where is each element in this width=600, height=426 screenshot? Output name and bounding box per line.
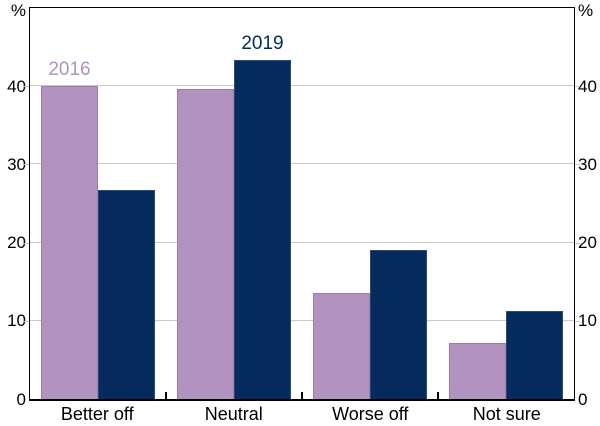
y-axis-unit-left: %: [10, 1, 26, 20]
y-tick-mark: [575, 320, 580, 322]
y-tick-mark: [24, 320, 29, 322]
y-tick-mark: [575, 242, 580, 244]
y-tick-label: 10: [7, 311, 26, 331]
y-tick-mark: [24, 86, 29, 88]
y-tick-label: 20: [578, 233, 597, 253]
x-category-label-neutral: Neutral: [204, 404, 263, 424]
bar-2019-worse-off: [370, 250, 427, 399]
y-tick-mark: [575, 86, 580, 88]
gridline: [30, 85, 574, 87]
y-tick-label: 10: [578, 311, 597, 331]
x-axis-tick: [301, 392, 303, 399]
x-category-label-worse-off: Worse off: [332, 404, 409, 424]
y-tick-label: 40: [7, 76, 26, 96]
y-tick-label: 0: [16, 389, 26, 409]
bar-2016-better-off: [41, 86, 98, 399]
gridline: [30, 241, 574, 243]
gridline: [30, 163, 574, 165]
x-category-label-better-off: Better off: [60, 404, 134, 424]
x-axis-tick: [437, 392, 439, 399]
bar-2019-better-off: [98, 190, 155, 399]
y-tick-mark: [575, 164, 580, 166]
y-tick-label: 30: [578, 154, 597, 174]
bar-2016-not-sure: [449, 342, 506, 399]
bar-2016-neutral: [177, 89, 234, 399]
plot-area: 2016 2019: [29, 7, 575, 401]
series-label-2019: 2019: [241, 32, 284, 54]
y-tick-mark: [24, 242, 29, 244]
series-label-2016: 2016: [48, 59, 91, 81]
y-tick-label: 40: [578, 76, 597, 96]
bar-2019-neutral: [234, 59, 291, 399]
gridline: [30, 319, 574, 321]
y-tick-label: 20: [7, 233, 26, 253]
y-tick-label: 30: [7, 154, 26, 174]
y-axis-unit-right: %: [578, 1, 594, 20]
bar-2016-worse-off: [313, 293, 370, 399]
x-category-label-not-sure: Not sure: [472, 404, 541, 424]
x-axis-tick: [165, 392, 167, 399]
y-tick-mark: [24, 164, 29, 166]
y-tick-label: 0: [578, 389, 588, 409]
bar-2019-not-sure: [506, 311, 563, 399]
